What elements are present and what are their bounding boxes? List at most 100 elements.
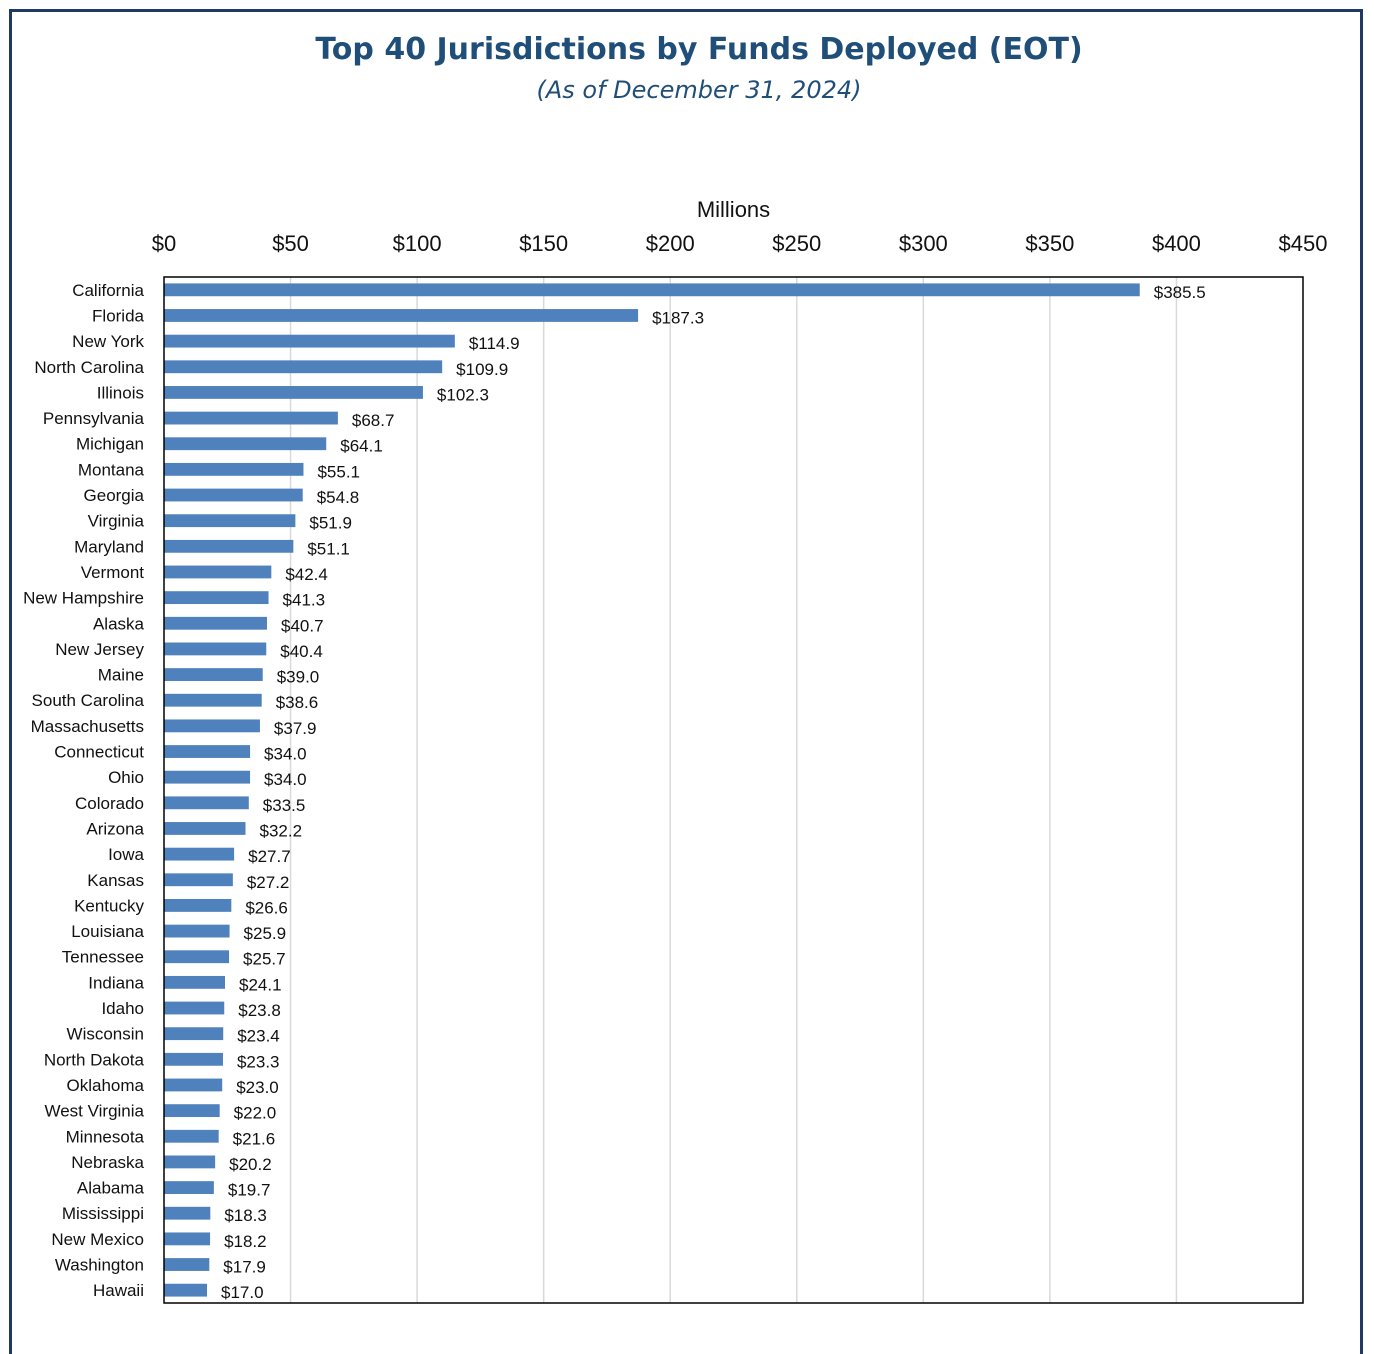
bar: [164, 1283, 208, 1297]
data-label: $64.1: [340, 437, 383, 456]
bar: [164, 1206, 211, 1220]
x-tick-label: $150: [519, 231, 568, 256]
data-label: $39.0: [277, 668, 320, 687]
data-label: $51.1: [307, 539, 350, 558]
data-label: $54.8: [317, 488, 360, 507]
bar: [164, 539, 294, 553]
x-tick-label: $50: [272, 231, 309, 256]
category-label: Pennsylvania: [43, 409, 145, 428]
bar: [164, 283, 1140, 297]
bar: [164, 411, 338, 425]
category-label: Hawaii: [93, 1281, 144, 1300]
data-label: $25.9: [244, 924, 287, 943]
bar: [164, 796, 249, 810]
bar: [164, 565, 272, 579]
bar: [164, 1232, 211, 1246]
bar: [164, 950, 230, 964]
data-label: $27.2: [247, 873, 290, 892]
bar: [164, 719, 260, 733]
category-label: Alaska: [93, 614, 145, 633]
bar: [164, 1001, 225, 1015]
x-tick-label: $400: [1152, 231, 1201, 256]
bar: [164, 975, 225, 989]
category-label: Massachusetts: [31, 717, 144, 736]
data-label: $23.8: [238, 1001, 281, 1020]
category-label: California: [72, 281, 144, 300]
data-label: $23.3: [237, 1052, 280, 1071]
category-label: South Carolina: [32, 691, 145, 710]
data-label: $24.1: [239, 975, 282, 994]
category-label: Tennessee: [62, 948, 144, 967]
bar: [164, 745, 251, 758]
category-label: Kansas: [87, 871, 144, 890]
data-label: $40.4: [280, 642, 323, 661]
data-label: $102.3: [437, 385, 489, 404]
bar: [164, 873, 233, 887]
x-tick-label: $250: [772, 231, 821, 256]
category-label: Illinois: [97, 383, 144, 402]
bar: [164, 1129, 219, 1143]
data-label: $34.0: [264, 745, 307, 764]
category-label: North Carolina: [34, 358, 144, 377]
category-label: New Mexico: [51, 1230, 144, 1249]
category-label: Mississippi: [62, 1204, 144, 1223]
bar: [164, 309, 639, 322]
category-label: Maine: [98, 666, 144, 685]
bar: [164, 668, 263, 681]
data-label: $55.1: [317, 462, 360, 481]
category-label: New York: [72, 332, 144, 351]
data-label: $17.0: [221, 1283, 264, 1302]
bars: [164, 283, 1140, 1297]
category-label: New Jersey: [55, 640, 144, 659]
bar: [164, 924, 230, 938]
bar: [164, 822, 246, 835]
bar: [164, 1052, 223, 1066]
data-label: $19.7: [228, 1181, 271, 1200]
data-label: $32.2: [260, 821, 303, 840]
category-label: West Virginia: [44, 1102, 144, 1121]
data-label: $20.2: [229, 1155, 272, 1174]
bar: [164, 616, 268, 630]
chart-subtitle: (As of December 31, 2024): [536, 76, 862, 104]
category-label: Minnesota: [66, 1127, 145, 1146]
category-label: Connecticut: [54, 743, 144, 762]
bar: [164, 462, 304, 476]
data-label: $34.0: [264, 770, 307, 789]
plot-area-border: [163, 276, 1304, 1304]
data-label: $25.7: [243, 950, 286, 969]
category-label: Idaho: [101, 999, 144, 1018]
bar: [164, 514, 296, 528]
x-tick-labels: $0 $50 $100 $150 $200 $250 $300 $350 $400 $450: [152, 231, 1328, 256]
category-label: Iowa: [108, 845, 144, 864]
x-axis-title: Millions: [697, 197, 770, 222]
x-tick-label: $0: [152, 231, 176, 256]
category-label: Kentucky: [74, 896, 144, 915]
data-label: $109.9: [456, 360, 508, 379]
bar: [164, 1258, 210, 1271]
data-label: $37.9: [274, 719, 317, 738]
bar: [164, 770, 251, 784]
category-label: Wisconsin: [67, 1025, 144, 1044]
data-label: $114.9: [469, 334, 520, 353]
category-label: Alabama: [77, 1179, 145, 1198]
bar: [164, 334, 455, 348]
bar: [164, 1078, 223, 1092]
x-tick-label: $350: [1025, 231, 1074, 256]
gridlines: [289, 277, 1178, 1303]
data-label: $42.4: [285, 565, 328, 584]
value-labels: $385.5 $187.3 $114.9 $109.9 $102.3 $68.7 $64.1…: [221, 283, 1206, 1302]
category-label: New Hampshire: [23, 589, 144, 608]
x-tick-label: $100: [393, 231, 442, 256]
x-tick-label: $300: [899, 231, 948, 256]
category-label: Nebraska: [71, 1153, 144, 1172]
category-label: Georgia: [84, 486, 145, 505]
category-label: Washington: [55, 1256, 144, 1275]
category-label: Maryland: [74, 537, 144, 556]
bar: [164, 693, 262, 707]
category-label: North Dakota: [44, 1050, 145, 1069]
category-label: Indiana: [88, 973, 144, 992]
category-label: Virginia: [88, 512, 145, 531]
data-label: $41.3: [283, 591, 326, 610]
data-label: $22.0: [234, 1104, 277, 1123]
